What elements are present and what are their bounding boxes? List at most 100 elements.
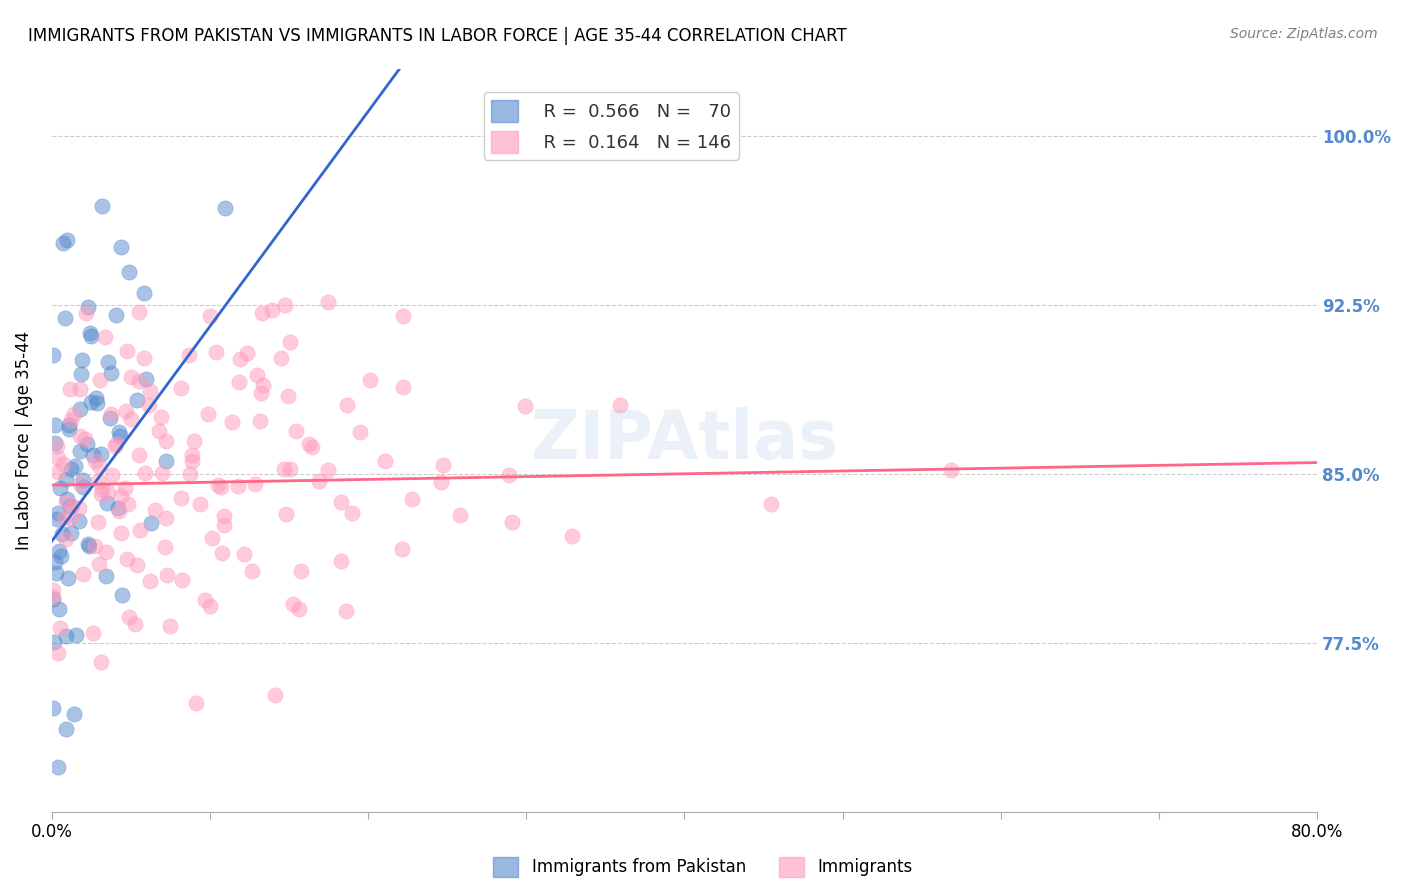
Point: [120, 370, 142, 384]
Point: [67, 514, 90, 528]
Point: [56, 571, 79, 585]
Point: [87, 474, 110, 488]
Point: [56, 233, 79, 247]
Point: [72, 473, 94, 487]
Point: [561, 529, 583, 543]
Point: [401, 492, 423, 507]
Point: [349, 425, 371, 439]
Point: [260, 303, 283, 318]
Point: [45, 512, 67, 526]
Point: [93, 330, 115, 344]
Point: [330, 554, 353, 568]
Point: [308, 474, 330, 488]
Point: [335, 604, 357, 618]
Point: [430, 475, 453, 489]
Point: [214, 201, 236, 215]
Point: [226, 478, 249, 492]
Point: [97, 355, 120, 369]
Point: [87, 557, 110, 571]
Point: [60, 413, 83, 427]
Point: [101, 468, 124, 483]
Point: [107, 504, 129, 518]
Point: [44, 417, 66, 432]
Point: [513, 399, 536, 413]
Point: [69, 443, 91, 458]
Point: [82, 448, 104, 462]
Point: [250, 306, 273, 320]
Point: [55, 532, 77, 546]
Point: [46, 465, 69, 479]
Point: [283, 598, 305, 612]
Point: [316, 294, 339, 309]
Point: [240, 564, 263, 578]
Point: [96, 496, 118, 510]
Point: [243, 477, 266, 491]
Point: [55, 472, 77, 486]
Point: [156, 567, 179, 582]
Point: [359, 373, 381, 387]
Point: [80, 328, 103, 343]
Point: [77, 537, 100, 551]
Text: Source: ZipAtlas.com: Source: ZipAtlas.com: [1230, 27, 1378, 41]
Point: [110, 526, 132, 541]
Point: [58, 422, 80, 436]
Point: [90, 447, 112, 461]
Point: [205, 344, 228, 359]
Point: [65, 628, 87, 642]
Point: [284, 425, 307, 439]
Point: [232, 547, 254, 561]
Point: [179, 467, 201, 481]
Point: [46, 450, 69, 465]
Point: [169, 381, 191, 395]
Point: [49, 549, 72, 564]
Point: [89, 373, 111, 387]
Point: [84, 453, 107, 467]
Point: [72, 566, 94, 581]
Point: [761, 497, 783, 511]
Point: [329, 495, 352, 509]
Point: [97, 484, 120, 499]
Point: [42, 635, 65, 649]
Point: [155, 434, 177, 449]
Point: [96, 545, 118, 559]
Point: [70, 353, 93, 368]
Point: [250, 385, 273, 400]
Point: [153, 540, 176, 554]
Point: [298, 437, 321, 451]
Point: [55, 310, 77, 325]
Point: [198, 599, 221, 614]
Point: [432, 458, 454, 472]
Point: [76, 437, 98, 451]
Point: [118, 609, 141, 624]
Point: [96, 569, 118, 583]
Point: [48, 602, 70, 616]
Point: [49, 481, 72, 495]
Point: [53, 510, 76, 524]
Y-axis label: In Labor Force | Age 35-44: In Labor Force | Age 35-44: [15, 330, 32, 549]
Point: [52, 235, 75, 250]
Point: [98, 411, 121, 425]
Point: [70, 368, 93, 382]
Point: [72, 480, 94, 494]
Point: [44, 555, 66, 569]
Point: [59, 462, 82, 476]
Point: [138, 398, 160, 412]
Point: [391, 380, 413, 394]
Point: [273, 462, 295, 476]
Point: [188, 497, 211, 511]
Point: [83, 539, 105, 553]
Point: [498, 467, 520, 482]
Point: [211, 546, 233, 560]
Point: [340, 507, 363, 521]
Point: [125, 558, 148, 573]
Point: [207, 477, 229, 491]
Point: [108, 425, 131, 440]
Point: [107, 500, 129, 515]
Point: [290, 564, 312, 578]
Point: [46, 439, 69, 453]
Point: [60, 526, 83, 541]
Point: [149, 410, 172, 425]
Point: [46, 646, 69, 660]
Point: [277, 389, 299, 403]
Point: [67, 500, 90, 515]
